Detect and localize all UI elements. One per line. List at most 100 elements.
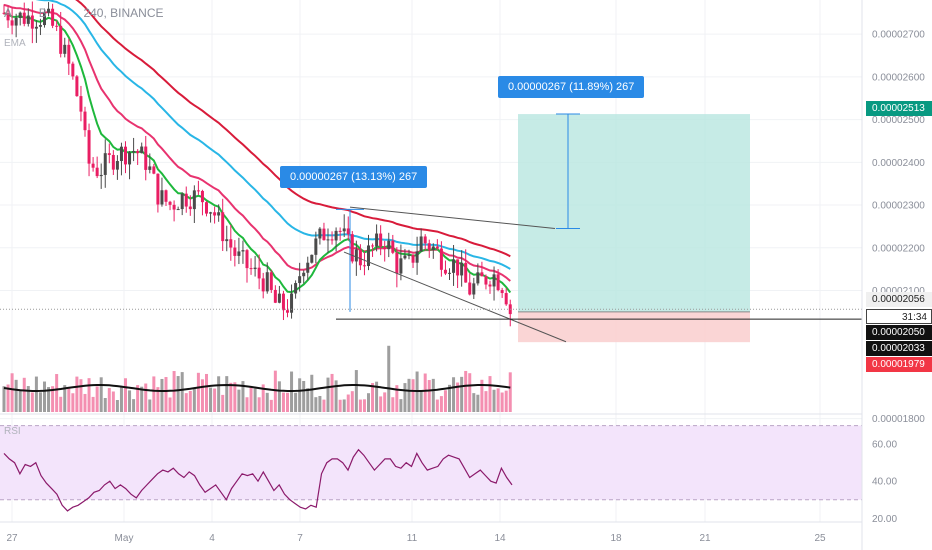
candle-body [132, 150, 136, 153]
candle-body [464, 262, 468, 283]
symbol-prefix: A [4, 6, 13, 20]
volume-bar [241, 381, 245, 412]
rsi-tick-label: 20.00 [872, 514, 897, 525]
candle-body [229, 239, 233, 248]
volume-bar [22, 377, 26, 412]
volume-bar [411, 379, 415, 412]
candle-body [63, 44, 67, 54]
volume-bar [144, 383, 148, 412]
candle-body [496, 274, 500, 291]
volume-bar [302, 380, 306, 412]
price-tag-entry: 0.00002050 [866, 325, 932, 340]
volume-bar [265, 392, 269, 412]
candle-body [358, 249, 362, 266]
price-tick-label: 0.00001800 [872, 414, 925, 425]
volume-bar [306, 388, 310, 412]
volume-bar [196, 372, 200, 412]
volume-bar [273, 370, 277, 412]
volume-bar [43, 381, 46, 412]
candle-body [249, 268, 253, 270]
candle-body [144, 146, 148, 170]
candle-body [75, 76, 79, 97]
candle-body [71, 63, 75, 77]
volume-bar [79, 379, 83, 412]
rsi-tick-label: 60.00 [872, 440, 897, 451]
candle-body [403, 255, 407, 259]
volume-bar [75, 376, 79, 412]
candle-body [480, 272, 484, 277]
volume-bar [403, 383, 407, 412]
candle-body [375, 233, 379, 247]
volume-bar [6, 384, 10, 412]
candle-body [188, 206, 192, 210]
candle-body [176, 209, 180, 211]
candle-body [111, 154, 115, 170]
candle-body [468, 282, 472, 295]
candle-body [488, 284, 492, 287]
ema-green-line [3, 12, 512, 294]
candle-body [318, 228, 322, 239]
volume-bar [51, 386, 55, 412]
volume-bar [38, 392, 42, 412]
candle-body [277, 293, 281, 303]
volume-bar [67, 387, 71, 412]
volume-bar [362, 399, 366, 412]
candle-body [346, 228, 350, 235]
candle-body [156, 173, 160, 205]
volume-bar [164, 377, 168, 412]
volume-bar [245, 397, 249, 412]
volume-bar [55, 374, 59, 412]
volume-bar [115, 399, 119, 412]
candle-body [431, 246, 435, 251]
callout-upper[interactable]: 0.00000267 (11.89%) 267 [498, 76, 645, 98]
chart-header: A B 240, BINANCE [4, 6, 164, 20]
volume-bar [310, 374, 314, 412]
volume-bar [213, 388, 217, 412]
candle-body [476, 272, 480, 284]
candle-body [391, 240, 395, 253]
callout-lower[interactable]: 0.00000267 (13.13%) 267 [280, 166, 428, 188]
volume-bar [456, 382, 460, 412]
candle-body [115, 161, 119, 170]
volume-bar [249, 386, 253, 412]
price-tag-last: 0.00002056 [866, 292, 932, 307]
candle-body [136, 150, 140, 154]
candle-body [168, 201, 172, 205]
candle-body [245, 250, 249, 269]
volume-bar [399, 399, 403, 412]
price-tick-label: 0.00002400 [872, 158, 925, 169]
volume-bar [334, 380, 338, 412]
volume-bar [26, 386, 30, 412]
candle-body [10, 20, 14, 26]
candle-body [213, 212, 217, 216]
target-zone [518, 114, 750, 312]
volume-bar [140, 386, 144, 412]
candle-body [407, 254, 411, 256]
volume-bar [500, 392, 504, 412]
candle-body [484, 276, 488, 285]
candle-body [338, 230, 342, 232]
volume-bar [225, 376, 229, 412]
volume-bar [281, 392, 285, 412]
volume-bar [314, 397, 318, 412]
price-tag-low: 0.00002033 [866, 341, 932, 356]
candle-body [51, 8, 55, 26]
candle-body [306, 262, 310, 273]
volume-bar [383, 392, 387, 412]
candle-body [427, 243, 431, 251]
volume-bar [298, 378, 302, 412]
candle-body [439, 248, 443, 270]
candle-body [67, 44, 71, 64]
volume-bar [371, 383, 375, 412]
candle-body [330, 239, 334, 241]
volume-bar [379, 396, 383, 412]
price-tick-label: 0.00002600 [872, 72, 925, 83]
volume-bar [342, 399, 346, 412]
candle-body [152, 166, 156, 174]
symbol-hidden [12, 6, 39, 20]
volume-bar [476, 394, 480, 412]
volume-bar [253, 388, 257, 412]
price-tag-target: 0.00002513 [866, 101, 932, 116]
candle-body [261, 278, 265, 292]
